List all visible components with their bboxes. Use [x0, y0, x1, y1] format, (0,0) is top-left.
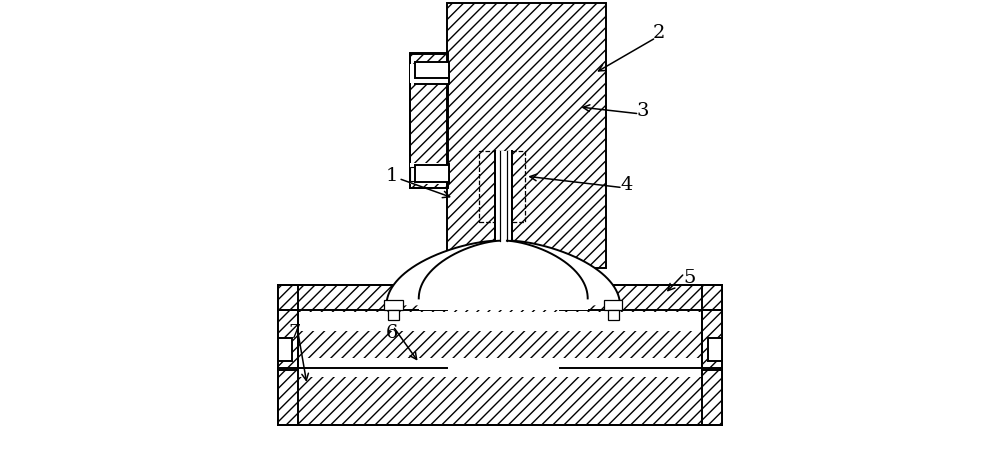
Bar [278, 285, 298, 425]
Text: 1: 1 [385, 167, 398, 185]
Bar [410, 54, 449, 185]
Text: 5: 5 [683, 269, 695, 287]
Bar [419, 282, 588, 310]
Polygon shape [507, 241, 620, 306]
Bar [410, 53, 448, 188]
Bar [604, 300, 622, 310]
Bar [415, 62, 449, 78]
Bar [384, 300, 403, 310]
Bar [278, 358, 722, 377]
Bar [415, 66, 449, 84]
Bar [702, 285, 722, 425]
Bar [410, 163, 449, 183]
Bar [278, 285, 722, 425]
Text: 3: 3 [637, 102, 649, 120]
Text: 6: 6 [385, 324, 398, 342]
Bar [278, 312, 722, 331]
Bar [410, 163, 446, 184]
Bar [708, 338, 722, 361]
Bar [388, 310, 399, 320]
Bar [278, 338, 292, 361]
Bar [479, 151, 525, 222]
Bar [496, 151, 511, 241]
Text: 7: 7 [288, 324, 301, 342]
Bar [415, 64, 445, 75]
Text: 2: 2 [653, 24, 665, 42]
Polygon shape [386, 241, 500, 306]
Polygon shape [386, 241, 620, 306]
Text: 4: 4 [621, 176, 633, 194]
Bar [447, 3, 606, 269]
Bar [410, 64, 446, 83]
Bar [608, 310, 619, 320]
Bar [410, 167, 445, 181]
Bar [415, 165, 449, 181]
